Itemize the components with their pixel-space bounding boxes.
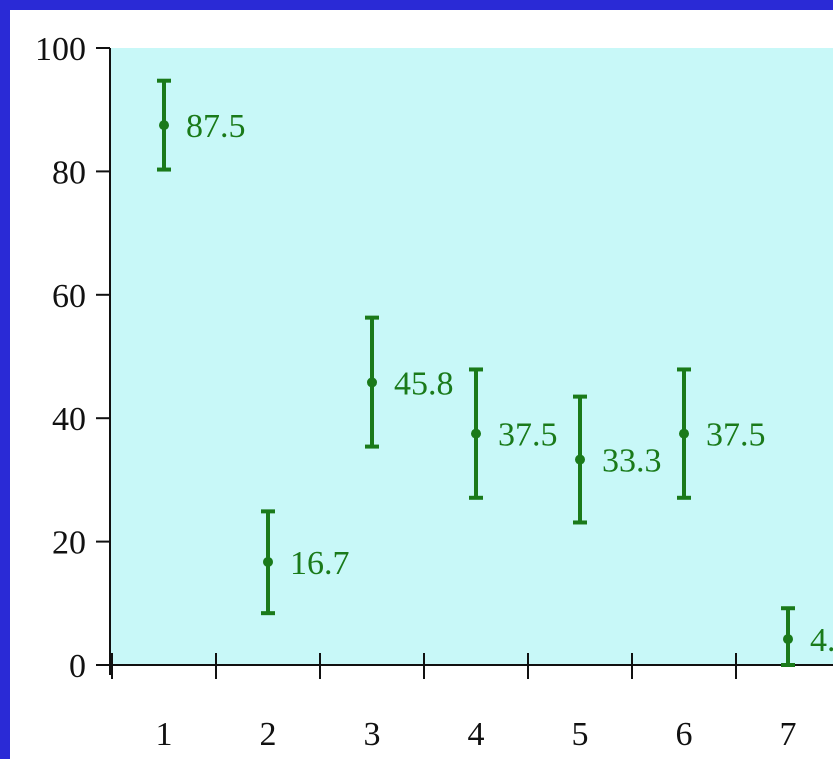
data-point <box>575 454 585 465</box>
data-point <box>263 556 273 567</box>
y-tick-label: 40 <box>52 401 86 438</box>
axes: 0 20 40 60 80 100 1 2 3 4 5 6 7 <box>35 31 833 753</box>
x-tick-label: 5 <box>572 716 589 753</box>
x-tick-label: 4 <box>468 716 485 753</box>
data-label: 87.5 <box>186 108 246 145</box>
data-point <box>159 120 169 131</box>
x-tick-label: 7 <box>780 716 797 753</box>
data-point <box>471 428 481 439</box>
y-tick-label: 80 <box>52 154 86 191</box>
data-point <box>783 634 793 645</box>
data-label: 4.2 <box>810 622 833 659</box>
data-point <box>679 428 689 439</box>
data-label: 16.7 <box>290 545 350 582</box>
x-tick-label: 3 <box>364 716 381 753</box>
y-tick-label: 60 <box>52 278 86 315</box>
data-label: 33.3 <box>602 443 662 480</box>
error-bar-chart: 0 20 40 60 80 100 1 2 3 4 5 6 7 87.5 16.7 45.8 37.5 33.3… <box>35 31 833 753</box>
data-label: 37.5 <box>498 417 558 454</box>
data-label: 45.8 <box>394 365 454 402</box>
data-marks: 87.5 16.7 45.8 37.5 33.3 37.5 4.2 <box>157 78 833 667</box>
y-tick-label: 100 <box>35 31 86 68</box>
x-tick-label: 6 <box>676 716 693 753</box>
x-tick-label: 1 <box>156 716 173 753</box>
x-tick-label: 2 <box>260 716 277 753</box>
data-label: 37.5 <box>706 417 766 454</box>
chart-frame: 0 20 40 60 80 100 1 2 3 4 5 6 7 87.5 16.7 45.8 37.5 33.3… <box>10 10 833 759</box>
plot-area <box>110 48 833 665</box>
y-tick-label: 0 <box>69 648 86 685</box>
y-tick-label: 20 <box>52 525 86 562</box>
data-point <box>367 377 377 388</box>
